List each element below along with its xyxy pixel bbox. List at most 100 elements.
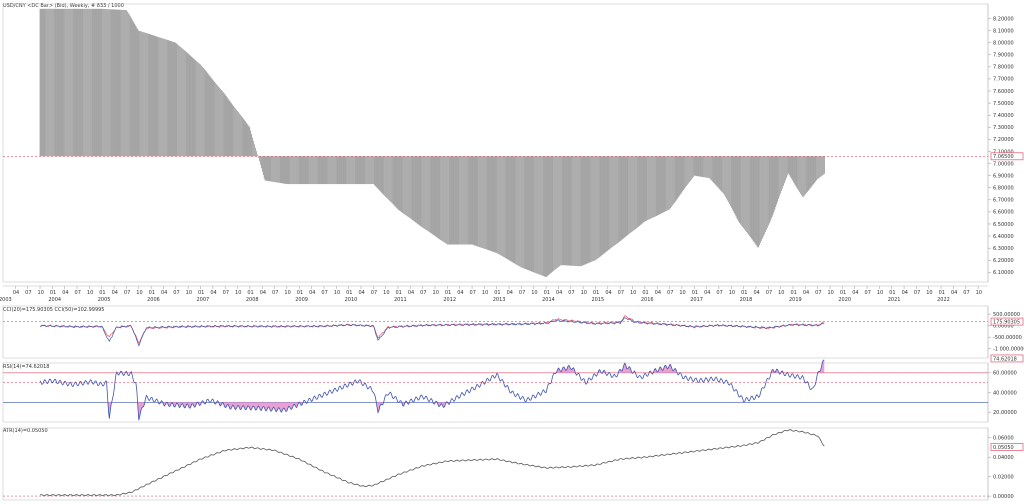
y-tick-label: 8.20000 <box>993 16 1014 22</box>
month-tick-label: 01 <box>741 290 747 296</box>
atr-panel[interactable]: ATR(14)=0.05050 0.060000.040000.020000.0… <box>2 427 1024 501</box>
month-tick-label: 04 <box>62 290 68 296</box>
month-tick-label: 04 <box>457 290 463 296</box>
cci-panel[interactable]: CCI(20)=175.90305 CCI(50)=102.99995 500.… <box>2 305 1024 359</box>
month-tick-label: 01 <box>346 290 352 296</box>
rsi-panel[interactable]: RSI(14)=74.62018 60.00000 40.00000 20.0000… <box>2 354 1024 423</box>
month-tick-label: 07 <box>963 290 969 296</box>
month-tick-label: 01 <box>247 290 253 296</box>
year-tick-label: 2010 <box>345 297 358 303</box>
y-tick-label: 6.10000 <box>993 270 1014 276</box>
month-tick-label: 07 <box>519 290 525 296</box>
cci-lines <box>39 315 825 347</box>
month-tick-label: 07 <box>667 290 673 296</box>
month-tick-label: 10 <box>729 290 735 296</box>
year-tick-label: 2015 <box>591 297 604 303</box>
rsi-oversold-fill <box>437 402 446 408</box>
month-tick-label: 01 <box>297 290 303 296</box>
month-tick-label: 01 <box>593 290 599 296</box>
y-tick-label: 6.90000 <box>993 173 1014 179</box>
y-tick-label: 7.80000 <box>993 65 1014 71</box>
year-tick-label: 2004 <box>48 297 61 303</box>
month-tick-label: 10 <box>482 290 488 296</box>
month-tick-label: 04 <box>358 290 364 296</box>
month-tick-label: 01 <box>99 290 105 296</box>
year-tick-label: 2003 <box>0 297 12 303</box>
month-tick-label: 10 <box>87 290 93 296</box>
rsi-oversold-fill <box>219 402 299 413</box>
atr-series-line <box>39 429 825 497</box>
y-tick-label: 40.00000 <box>993 390 1017 396</box>
rsi-area <box>39 359 825 421</box>
month-tick-label: 07 <box>865 290 871 296</box>
month-tick-label: 04 <box>704 290 710 296</box>
rsi-overbought-fill <box>556 365 575 373</box>
month-tick-label: 07 <box>272 290 278 296</box>
y-tick-label: 7.20000 <box>993 137 1014 143</box>
year-tick-label: 2019 <box>789 297 802 303</box>
rsi-oversold-fill <box>433 402 435 405</box>
month-tick-label: 10 <box>877 290 883 296</box>
month-tick-label: 04 <box>951 290 957 296</box>
month-tick-label: 07 <box>766 290 772 296</box>
atr-axis: 0.06000 0.04000 0.02000 0.00000 0.05050 <box>2 427 1024 501</box>
atr-title: ATR(14)=0.05050 <box>3 428 48 434</box>
y-tick-label: 6.40000 <box>993 234 1014 240</box>
month-tick-label: 10 <box>186 290 192 296</box>
year-tick-label: 2016 <box>641 297 654 303</box>
month-tick-label: 01 <box>494 290 500 296</box>
y-tick-label: 6.70000 <box>993 198 1014 204</box>
value-marker-label: 175.90305 <box>993 319 1020 325</box>
month-tick-label: 07 <box>124 290 130 296</box>
month-tick-label: 04 <box>556 290 562 296</box>
year-tick-label: 2014 <box>542 297 555 303</box>
month-tick-label: 07 <box>470 290 476 296</box>
month-tick-label: 04 <box>902 290 908 296</box>
y-tick-label: 6.60000 <box>993 210 1014 216</box>
month-tick-label: 07 <box>716 290 722 296</box>
year-tick-label: 2012 <box>443 297 456 303</box>
month-tick-label: 01 <box>790 290 796 296</box>
y-tick-label: 0.02000 <box>993 474 1014 480</box>
month-tick-label: 10 <box>433 290 439 296</box>
y-tick-label: -500.00000 <box>993 335 1022 341</box>
rsi-oversold-fill <box>163 402 197 409</box>
month-tick-label: 10 <box>136 290 142 296</box>
month-tick-label: 10 <box>284 290 290 296</box>
cci-series-line <box>39 317 825 347</box>
month-tick-label: 04 <box>309 290 315 296</box>
price-panel[interactable]: USD/CNY <DC Bar> (Bid), Weekly, # 833 / … <box>2 3 1024 283</box>
y-tick-label: 8.00000 <box>993 40 1014 46</box>
month-tick-label: 10 <box>679 290 685 296</box>
value-marker <box>990 317 1024 326</box>
month-tick-label: 07 <box>618 290 624 296</box>
price-title: USD/CNY <DC Bar> (Bid), Weekly, # 833 / … <box>3 3 124 9</box>
value-marker-label: 7.06500 <box>993 154 1014 160</box>
value-marker <box>990 443 1024 451</box>
month-tick-label: 01 <box>889 290 895 296</box>
y-tick-label: 6.80000 <box>993 186 1014 192</box>
year-tick-label: 2020 <box>838 297 851 303</box>
month-tick-label: 04 <box>210 290 216 296</box>
year-tick-label: 2008 <box>246 297 259 303</box>
month-tick-label: 01 <box>840 290 846 296</box>
cci-axis: 500.00000 0.00000 -500.00000 -1 000.00000 17… <box>2 305 1024 359</box>
month-tick-label: 10 <box>828 290 834 296</box>
rsi-line <box>39 359 825 421</box>
rsi-oversold-fill <box>377 402 383 413</box>
month-tick-label: 07 <box>914 290 920 296</box>
y-tick-label: 6.50000 <box>993 222 1014 228</box>
value-marker-label: 0.05050 <box>993 445 1014 451</box>
year-tick-label: 2022 <box>937 297 950 303</box>
y-tick-label: 0.00000 <box>993 494 1014 500</box>
month-tick-label: 10 <box>976 290 982 296</box>
month-tick-label: 10 <box>235 290 241 296</box>
value-marker <box>990 354 1024 363</box>
price-bars <box>39 8 825 278</box>
month-tick-label: 10 <box>38 290 44 296</box>
rsi-overbought-fill <box>633 371 636 373</box>
year-tick-label: 2005 <box>98 297 111 303</box>
month-tick-label: 07 <box>568 290 574 296</box>
y-tick-label: 7.40000 <box>993 113 1014 119</box>
